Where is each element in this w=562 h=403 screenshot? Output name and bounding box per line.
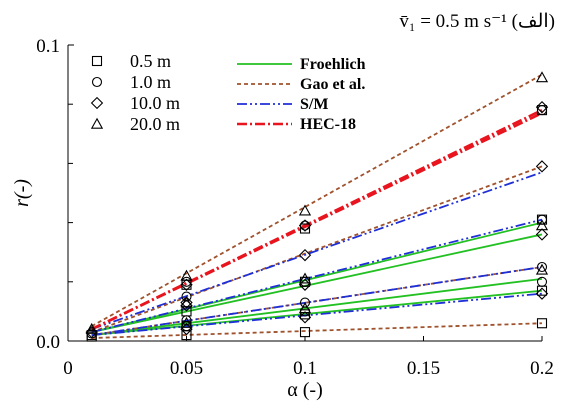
marker-square	[299, 309, 311, 320]
x-axis-label: α (-)	[287, 379, 322, 401]
series-line-gao-et-al-	[91, 266, 543, 336]
x-tick-label: 0.2	[530, 358, 554, 379]
marker-diamond	[298, 248, 312, 262]
y-tick-label: 0.0	[36, 332, 60, 353]
y-tick-label: 0.1	[36, 36, 60, 57]
marker-diamond	[298, 311, 312, 324]
marker-triangle	[535, 71, 549, 83]
axes: 0 0.05 0.1 0.15 0.2 0.0 0.1	[36, 36, 554, 379]
series-line-hec-18	[91, 111, 543, 331]
marker-circle	[299, 220, 311, 231]
marker-legend: 0.5 m1.0 m10.0 m20.0 m	[90, 51, 180, 134]
marker-square	[91, 55, 103, 67]
series-line-s-m	[91, 266, 543, 336]
series-line-hec-18	[91, 108, 543, 331]
line-legend-label: S/M	[300, 96, 328, 113]
marker-legend-label: 20.0 m	[130, 114, 180, 134]
marker-triangle	[298, 204, 312, 216]
series-line-s-m	[91, 218, 543, 333]
marker-square	[299, 223, 311, 234]
marker-circle	[536, 276, 548, 287]
marker-diamond	[535, 100, 549, 114]
marker-triangle	[180, 269, 193, 281]
x-tick-label: 0.1	[293, 358, 317, 379]
series-lines	[91, 73, 543, 339]
series-line-froehlich	[91, 233, 543, 333]
marker-triangle	[298, 272, 312, 284]
marker-square	[536, 318, 548, 329]
marker-square	[299, 327, 311, 338]
chart-title: v̄₁ = 0.5 m s⁻¹ (الف)	[399, 11, 555, 32]
marker-circle	[299, 297, 311, 308]
series-line-gao-et-al-	[91, 73, 543, 327]
marker-triangle	[90, 117, 104, 129]
x-tick-label: 0.05	[170, 358, 203, 379]
marker-diamond	[180, 278, 193, 291]
marker-diamond	[298, 219, 312, 232]
series-line-gao-et-al-	[91, 165, 543, 333]
series-line-froehlich	[91, 277, 543, 336]
marker-diamond	[90, 96, 104, 110]
marker-diamond	[535, 287, 549, 300]
marker-legend-label: 10.0 m	[130, 93, 180, 113]
marker-triangle	[180, 316, 193, 328]
x-tick-label: 0	[63, 358, 73, 379]
x-tick-label: 0.15	[407, 358, 440, 379]
marker-legend-label: 1.0 m	[130, 72, 171, 92]
marker-circle	[181, 291, 192, 302]
marker-triangle	[535, 263, 549, 275]
marker-circle	[536, 105, 548, 116]
marker-circle	[536, 261, 548, 273]
line-legend-label: Froehlich	[300, 56, 366, 73]
marker-layer	[85, 71, 549, 342]
marker-diamond	[180, 296, 193, 309]
marker-triangle	[298, 302, 312, 314]
y-axis-label: r(-)	[11, 179, 33, 207]
line-legend: Froehlich Gao et al. S/M HEC-18	[237, 56, 366, 133]
marker-diamond	[535, 228, 549, 241]
series-line-gao-et-al-	[91, 322, 543, 339]
marker-triangle	[535, 219, 549, 231]
marker-legend-label: 0.5 m	[130, 51, 171, 71]
marker-circle	[181, 315, 192, 326]
line-legend-label: Gao et al.	[300, 76, 365, 93]
marker-triangle	[180, 296, 193, 308]
marker-circle	[181, 276, 192, 287]
marker-diamond	[535, 160, 549, 173]
line-legend-label: HEC-18	[300, 116, 356, 133]
marker-circle	[91, 76, 103, 88]
marker-triangle	[85, 322, 98, 334]
marker-circle	[536, 214, 548, 225]
series-line-s-m	[91, 292, 543, 336]
series-line-s-m	[91, 171, 543, 331]
